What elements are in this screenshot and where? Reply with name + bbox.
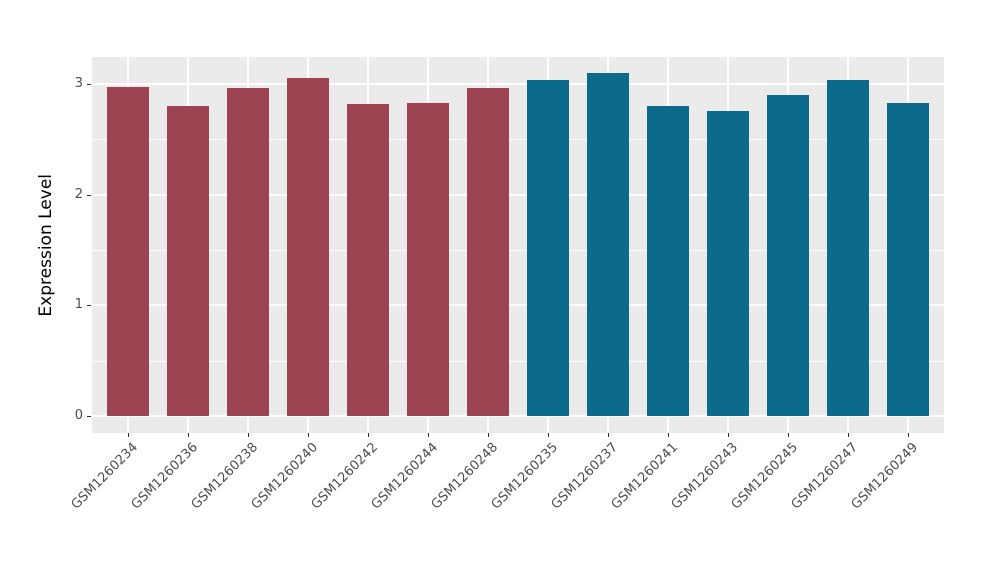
plot-panel (92, 57, 944, 433)
gridline-minor (92, 360, 944, 362)
bar-GSM1260237 (587, 72, 629, 416)
x-tick-mark (188, 433, 189, 437)
x-tick-mark (488, 433, 489, 437)
x-tick-mark (728, 433, 729, 437)
y-tick-label: 1 (74, 297, 83, 313)
bar-GSM1260247 (827, 79, 869, 416)
y-tick-mark (87, 305, 91, 307)
x-tick-mark (848, 433, 849, 437)
bar-GSM1260244 (407, 102, 449, 416)
x-tick-mark (248, 433, 249, 437)
bar-GSM1260241 (647, 106, 689, 416)
gridline-minor (92, 139, 944, 141)
x-tick-mark (908, 433, 909, 437)
bar-GSM1260245 (767, 95, 809, 416)
bar-GSM1260248 (467, 88, 509, 416)
bar-GSM1260240 (287, 78, 329, 416)
bar-GSM1260236 (167, 106, 209, 416)
x-tick-mark (668, 433, 669, 437)
x-tick-mark (548, 433, 549, 437)
gridline-major (92, 193, 944, 196)
gridline-major (92, 304, 944, 307)
bar-GSM1260243 (707, 110, 749, 416)
x-tick-mark (308, 433, 309, 437)
y-axis-title-wrap: Expression Level (34, 57, 58, 433)
y-tick-mark (87, 83, 91, 85)
y-tick-label: 2 (74, 186, 83, 202)
bar-GSM1260234 (107, 87, 149, 416)
y-tick-label: 0 (74, 408, 83, 423)
bar-GSM1260238 (227, 88, 269, 416)
y-tick-label: 3 (74, 75, 83, 91)
bar-GSM1260235 (527, 79, 569, 416)
bar-GSM1260249 (887, 102, 929, 416)
x-tick-mark (128, 433, 129, 437)
x-tick-mark (608, 433, 609, 437)
gridline-major (92, 82, 944, 85)
gridline-minor (92, 249, 944, 251)
gridline-major (92, 415, 944, 417)
y-axis-title: Expression Level (36, 173, 56, 317)
bar-GSM1260242 (347, 103, 389, 416)
y-tick-mark (87, 416, 91, 417)
x-tick-mark (368, 433, 369, 437)
x-tick-mark (428, 433, 429, 437)
y-tick-mark (87, 194, 91, 196)
x-tick-mark (788, 433, 789, 437)
